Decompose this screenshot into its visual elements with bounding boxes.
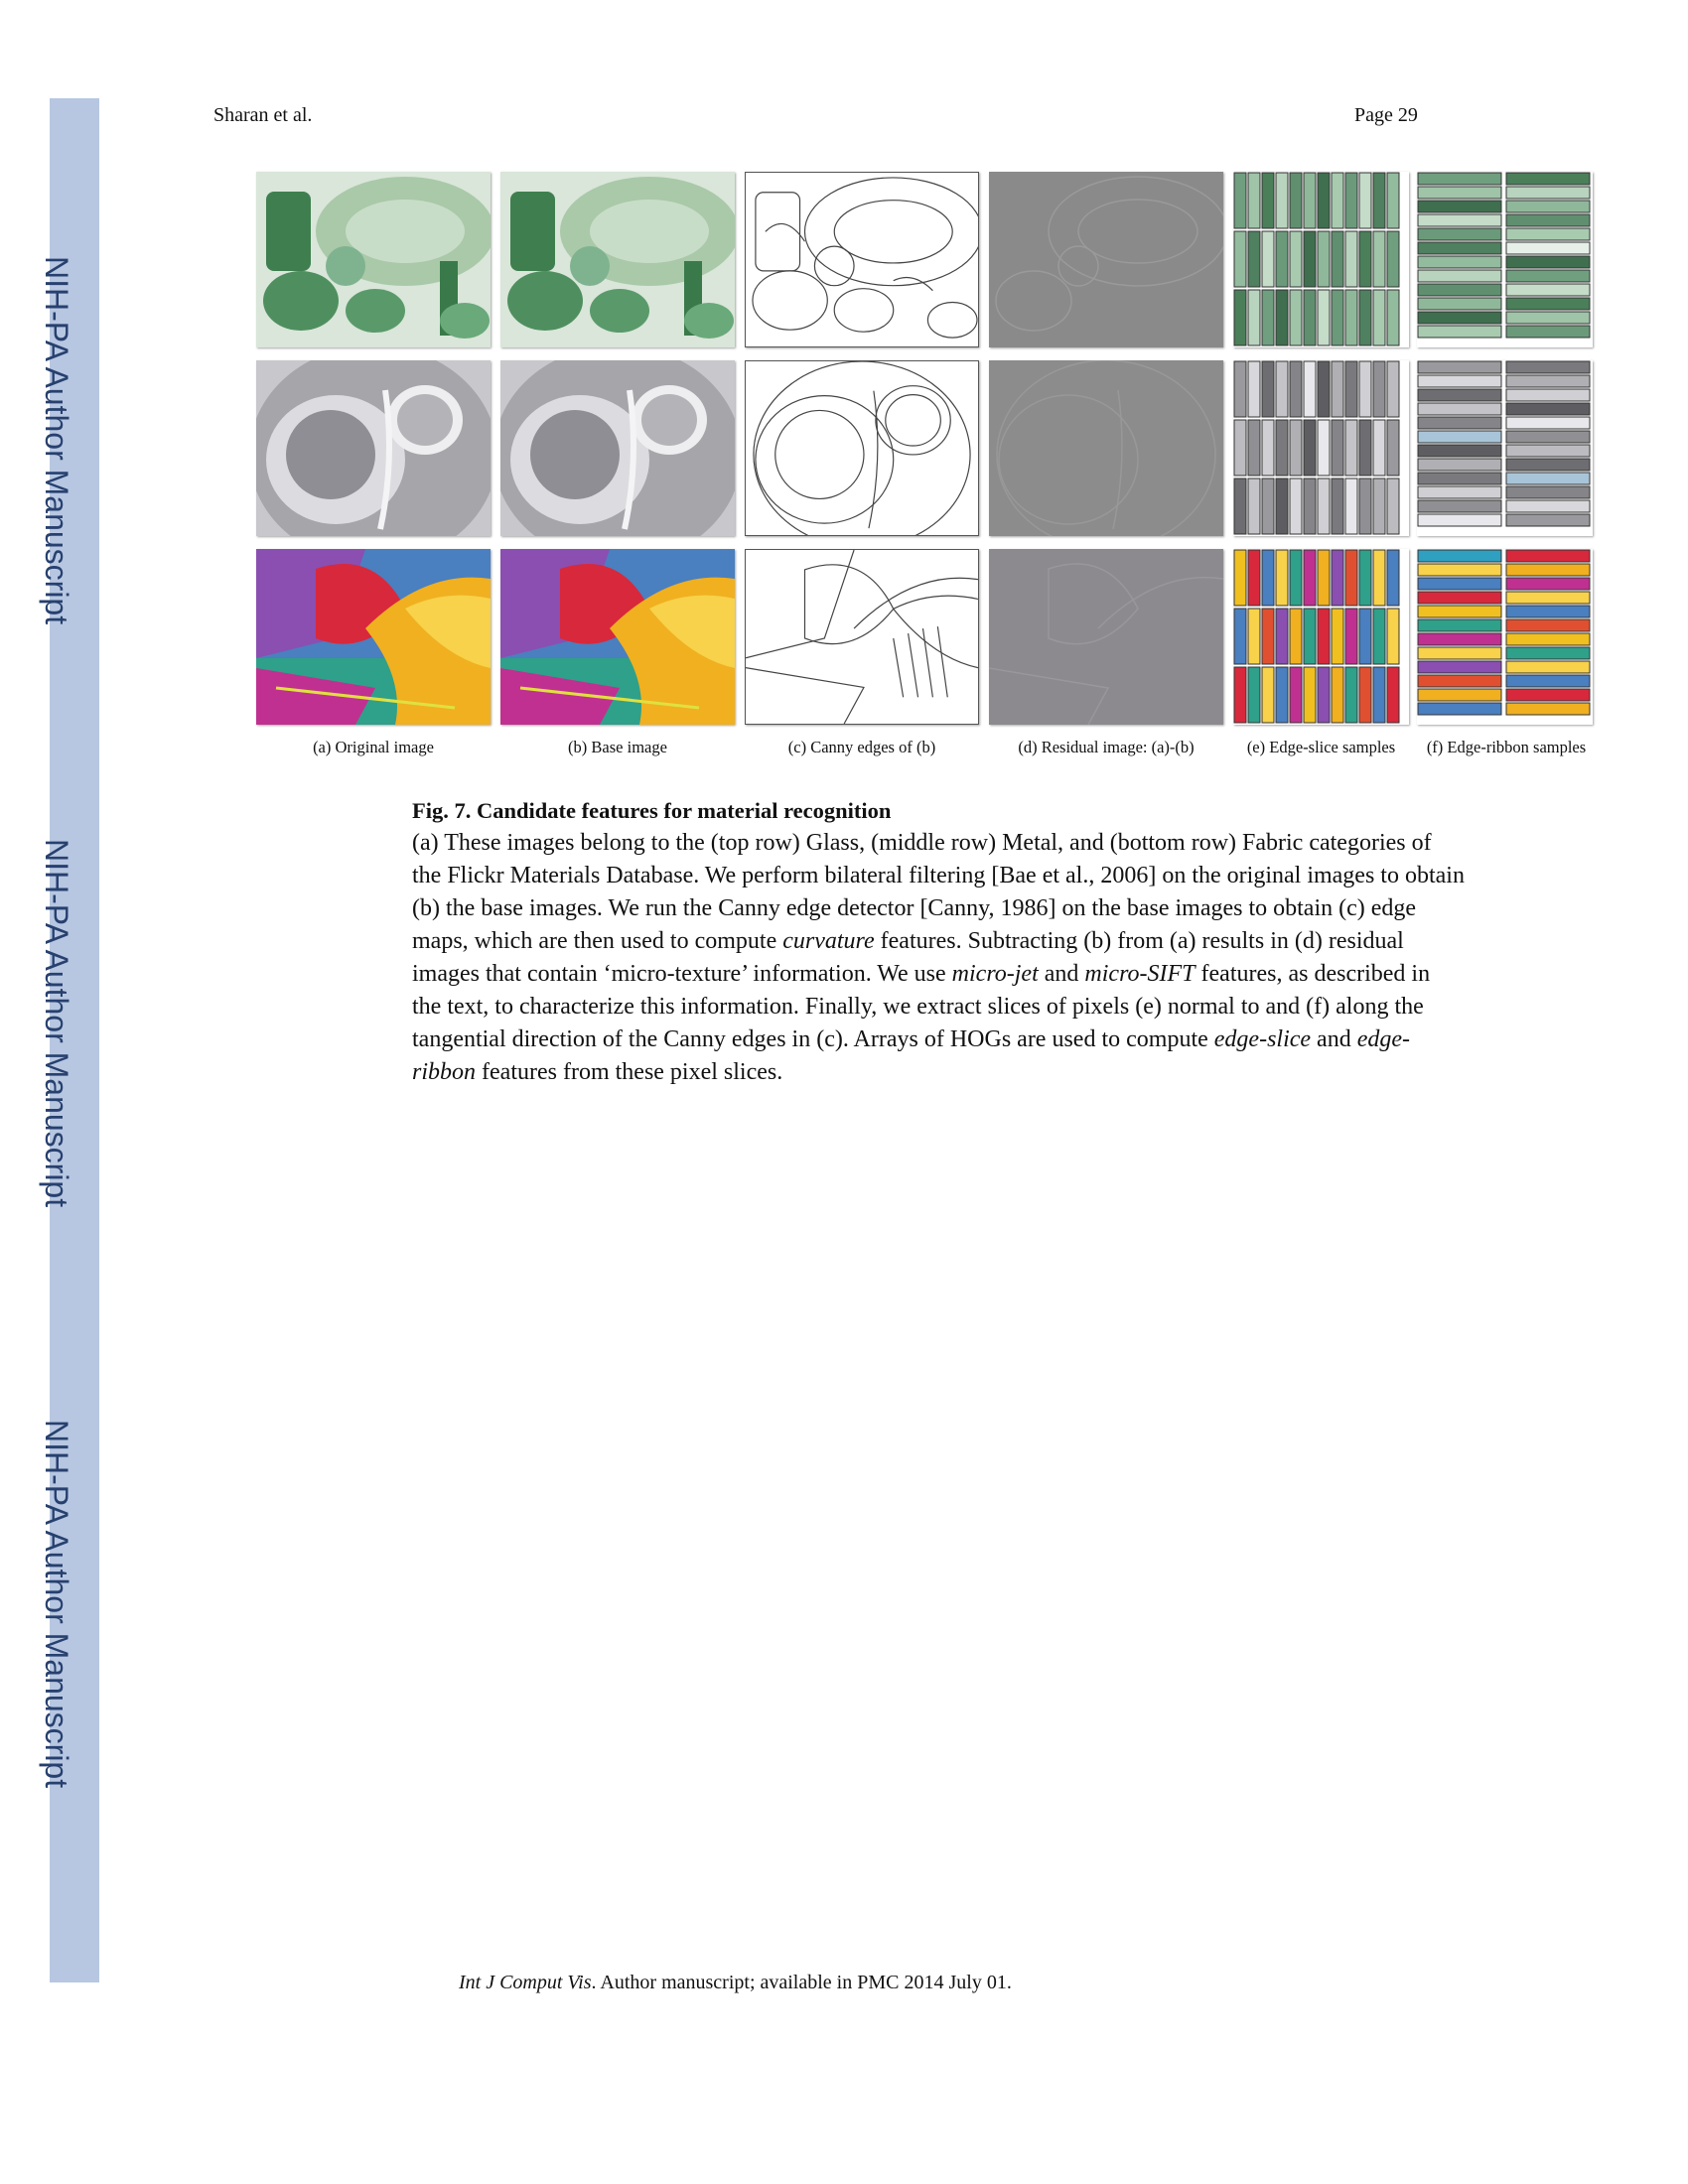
footer-text: . Author manuscript; available in PMC 20… [591, 1972, 1012, 1993]
metal-residual-image [989, 360, 1223, 536]
sidebar-label-1: NIH-PA Author Manuscript [39, 256, 74, 625]
glass-canny-edges [745, 172, 979, 347]
term-micro-sift: micro-SIFT [1084, 961, 1196, 987]
panel-label-f: (f) Edge-ribbon samples [1426, 738, 1587, 756]
panel-label-b: (b) Base image [568, 738, 667, 756]
journal-name: Int J Comput Vis [459, 1972, 592, 1993]
fabric-original-image [256, 549, 491, 725]
journal-footer: Int J Comput Vis. Author manuscript; ava… [459, 1972, 1012, 1994]
glass-residual-image [989, 172, 1223, 347]
glass-original-image [256, 172, 491, 347]
term-edge-slice: edge-slice [1213, 1026, 1312, 1052]
glass-edge-ribbon-samples [1417, 172, 1593, 347]
running-header-authors: Sharan et al. [213, 104, 313, 126]
sidebar-label-3: NIH-PA Author Manuscript [39, 1420, 74, 1789]
figure-caption: Fig. 7. Candidate features for material … [412, 795, 1465, 1089]
fabric-edge-ribbon-samples [1417, 549, 1593, 725]
term-micro-jet: micro-jet [951, 961, 1039, 987]
term-edge-ribbon: edge-ribbon [412, 1026, 1410, 1085]
metal-edge-ribbon-samples [1417, 360, 1593, 536]
sidebar-band [50, 98, 99, 1982]
glass-edge-slice-samples [1233, 172, 1409, 347]
metal-canny-edges [745, 360, 979, 536]
caption-body: (a) These images belong to the (top row)… [412, 830, 1465, 1085]
fabric-canny-edges [745, 549, 979, 725]
fabric-base-image [500, 549, 735, 725]
caption-title: Fig. 7. Candidate features for material … [412, 798, 892, 823]
figure-7: (a) Original image (b) Base image (c) Ca… [256, 172, 1597, 761]
panel-label-a: (a) Original image [313, 738, 434, 756]
sidebar-label-2: NIH-PA Author Manuscript [39, 839, 74, 1208]
fabric-edge-slice-samples [1233, 549, 1409, 725]
panel-label-d: (d) Residual image: (a)-(b) [1018, 738, 1195, 756]
metal-original-image [256, 360, 491, 536]
page-number: Page 29 [1354, 104, 1418, 126]
glass-base-image [500, 172, 735, 347]
metal-base-image [500, 360, 735, 536]
panel-label-c: (c) Canny edges of (b) [787, 738, 936, 756]
metal-edge-slice-samples [1233, 360, 1409, 536]
term-curvature: curvature [782, 928, 875, 954]
fabric-residual-image [989, 549, 1223, 725]
panel-label-e: (e) Edge-slice samples [1246, 738, 1396, 756]
